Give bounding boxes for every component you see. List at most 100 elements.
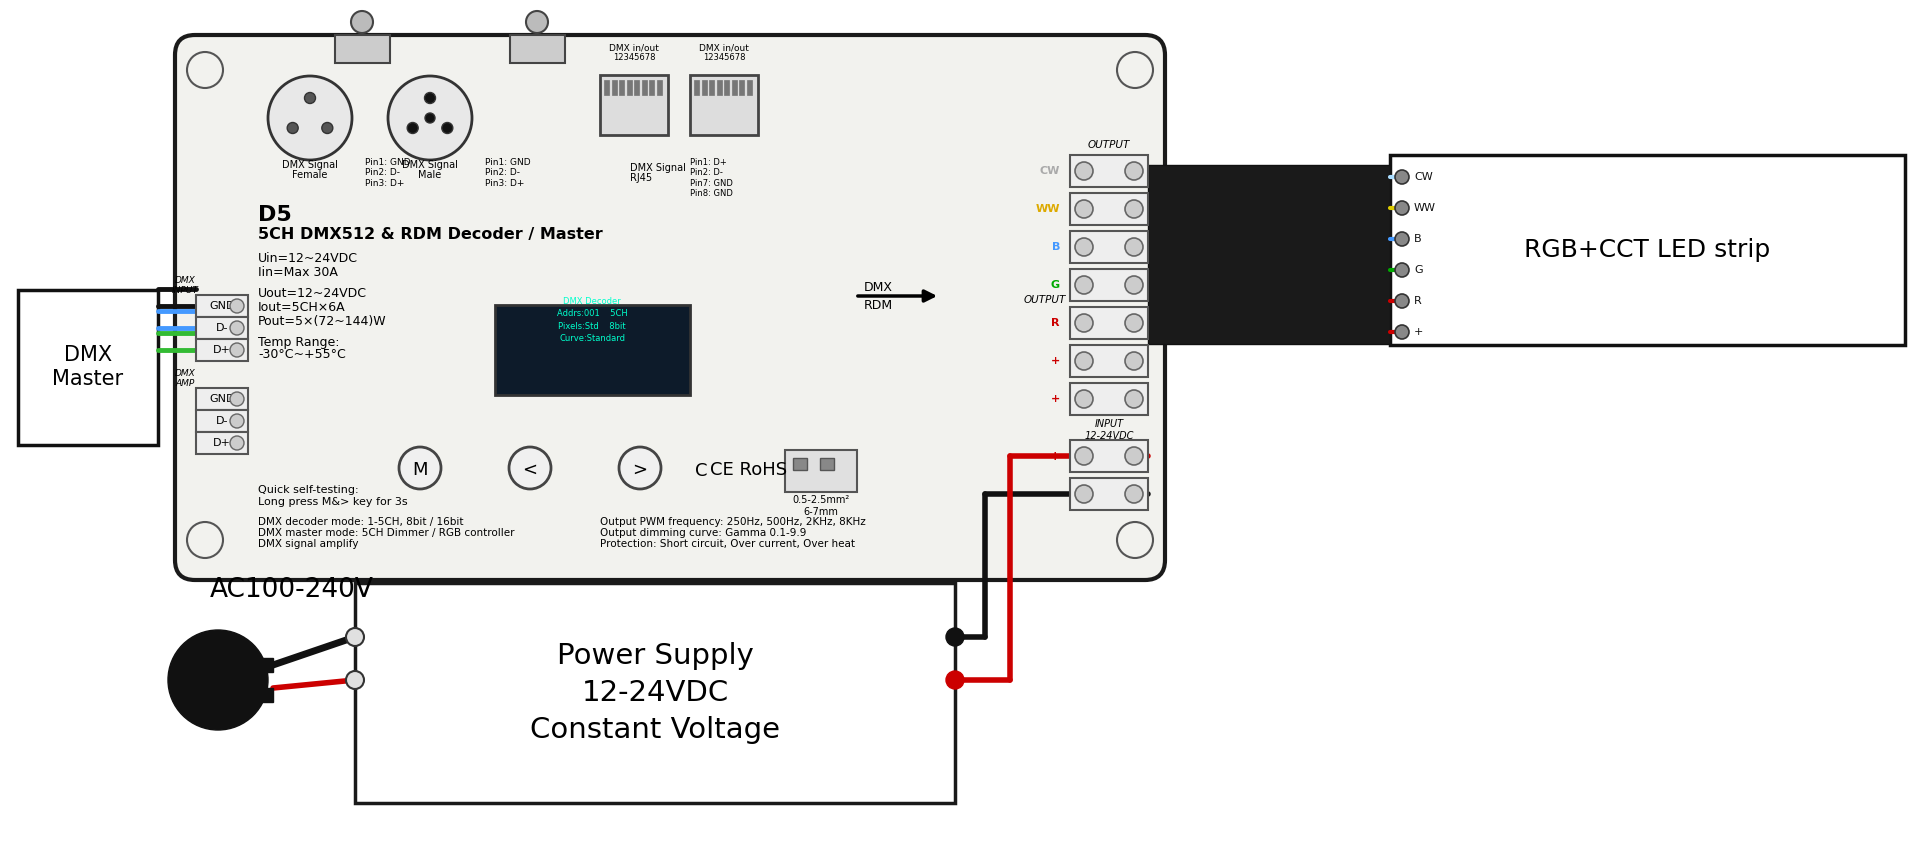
Text: C: C <box>695 462 708 480</box>
Text: R: R <box>1413 296 1421 306</box>
Circle shape <box>269 76 351 160</box>
Text: -: - <box>1054 488 1060 500</box>
Text: DMX Signal: DMX Signal <box>630 163 685 173</box>
Bar <box>739 80 745 95</box>
Text: D-: D- <box>215 416 228 426</box>
Circle shape <box>1396 294 1409 308</box>
Circle shape <box>407 123 419 134</box>
Circle shape <box>1075 238 1092 256</box>
Text: Pin1: GND
Pin2: D-
Pin3: D+: Pin1: GND Pin2: D- Pin3: D+ <box>365 158 411 188</box>
Circle shape <box>388 76 472 160</box>
Text: D+: D+ <box>213 345 230 355</box>
Text: <: < <box>522 461 538 479</box>
Text: RJ45: RJ45 <box>630 173 653 183</box>
Bar <box>17 290 157 445</box>
Text: OUTPUT: OUTPUT <box>1089 140 1131 150</box>
Text: 12345678: 12345678 <box>612 52 655 62</box>
Text: 6-7mm: 6-7mm <box>804 507 839 517</box>
Circle shape <box>526 11 547 33</box>
Circle shape <box>1075 162 1092 180</box>
Circle shape <box>186 522 223 558</box>
Text: CW: CW <box>1413 172 1432 182</box>
Text: DMX Decoder
Addrs:001    5CH
Pixels:Std    8bit
Curve:Standard: DMX Decoder Addrs:001 5CH Pixels:Std 8bi… <box>557 297 628 344</box>
Text: +: + <box>1050 450 1060 463</box>
Text: R: R <box>1052 318 1060 328</box>
Text: 0.5-2.5mm²: 0.5-2.5mm² <box>793 495 851 505</box>
Circle shape <box>399 447 442 489</box>
Circle shape <box>1125 276 1142 294</box>
Text: G: G <box>1050 280 1060 290</box>
Text: >: > <box>632 461 647 479</box>
Text: DMX in/out: DMX in/out <box>699 44 749 52</box>
Circle shape <box>947 628 964 646</box>
Circle shape <box>305 93 315 104</box>
Text: DMX: DMX <box>175 369 196 377</box>
Circle shape <box>1396 325 1409 339</box>
Bar <box>820 458 833 470</box>
Circle shape <box>351 11 372 33</box>
Bar <box>1390 155 1905 345</box>
Text: Protection: Short circuit, Over current, Over heat: Protection: Short circuit, Over current,… <box>599 539 854 549</box>
Bar <box>248 688 273 702</box>
Bar <box>708 80 714 95</box>
Bar <box>495 305 689 395</box>
Bar <box>355 583 954 803</box>
Text: D5: D5 <box>257 205 292 225</box>
Bar <box>599 75 668 135</box>
Text: Temp Range:: Temp Range: <box>257 335 340 349</box>
Circle shape <box>509 447 551 489</box>
Circle shape <box>1075 447 1092 465</box>
Bar <box>716 80 722 95</box>
Text: Output PWM frequency: 250Hz, 500Hz, 2KHz, 8KHz: Output PWM frequency: 250Hz, 500Hz, 2KHz… <box>599 517 866 527</box>
Text: DMX decoder mode: 1-5CH, 8bit / 16bit: DMX decoder mode: 1-5CH, 8bit / 16bit <box>257 517 463 527</box>
Bar <box>334 35 390 63</box>
Text: GND: GND <box>209 301 234 311</box>
Text: DMX Signal: DMX Signal <box>282 160 338 170</box>
Bar <box>611 80 616 95</box>
Circle shape <box>1125 390 1142 408</box>
Bar <box>618 80 624 95</box>
Text: B: B <box>1413 234 1421 244</box>
Circle shape <box>424 93 436 104</box>
Bar <box>248 658 273 672</box>
Text: 5CH DMX512 & RDM Decoder / Master: 5CH DMX512 & RDM Decoder / Master <box>257 226 603 242</box>
Text: DMX in/out: DMX in/out <box>609 44 659 52</box>
Text: RDM: RDM <box>864 298 893 311</box>
Circle shape <box>1075 200 1092 218</box>
Text: GND: GND <box>209 394 234 404</box>
Circle shape <box>346 671 365 689</box>
Bar <box>1069 478 1148 510</box>
Text: D-: D- <box>215 323 228 333</box>
Text: D+: D+ <box>213 438 230 448</box>
Bar <box>1069 231 1148 263</box>
Circle shape <box>1125 447 1142 465</box>
Text: WW: WW <box>1413 203 1436 213</box>
Text: Iout=5CH×6A: Iout=5CH×6A <box>257 301 346 314</box>
Circle shape <box>1125 162 1142 180</box>
Circle shape <box>1396 263 1409 277</box>
Circle shape <box>1075 276 1092 294</box>
Circle shape <box>230 414 244 428</box>
Text: G: G <box>1413 265 1423 275</box>
Text: Output dimming curve: Gamma 0.1-9.9: Output dimming curve: Gamma 0.1-9.9 <box>599 528 806 538</box>
Text: M: M <box>413 461 428 479</box>
Circle shape <box>346 628 365 646</box>
Circle shape <box>1125 238 1142 256</box>
Circle shape <box>186 52 223 88</box>
Bar <box>634 80 639 95</box>
Circle shape <box>230 299 244 313</box>
Bar <box>724 80 730 95</box>
Circle shape <box>442 123 453 134</box>
Circle shape <box>1396 201 1409 215</box>
Bar <box>196 388 248 410</box>
Text: DMX: DMX <box>175 275 196 285</box>
Text: +: + <box>1413 327 1423 337</box>
Circle shape <box>323 123 332 134</box>
Circle shape <box>230 392 244 406</box>
Circle shape <box>1075 314 1092 332</box>
Bar <box>793 458 806 470</box>
Text: Female: Female <box>292 170 328 180</box>
Circle shape <box>1075 485 1092 503</box>
Circle shape <box>424 113 436 123</box>
Bar <box>626 80 632 95</box>
